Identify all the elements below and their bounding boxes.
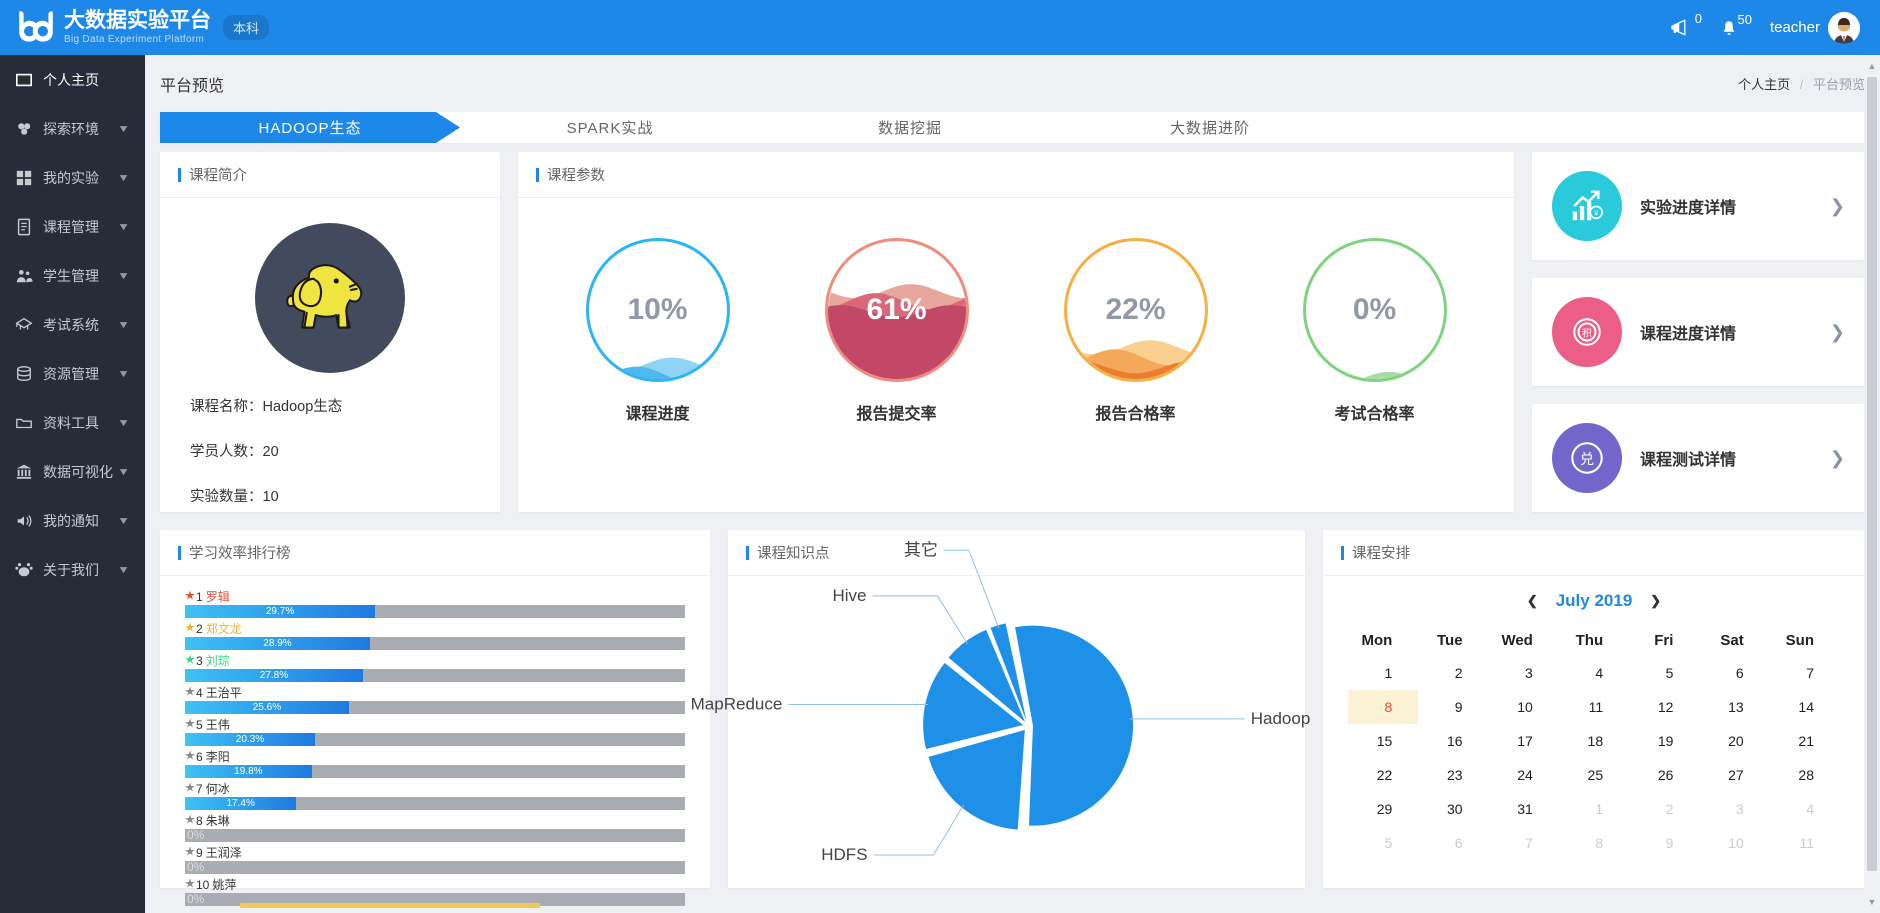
svg-text:其它: 其它	[904, 540, 938, 559]
svg-text:¥: ¥	[1594, 209, 1598, 217]
svg-text:兑: 兑	[1580, 451, 1594, 468]
svg-text:积: 积	[1582, 327, 1592, 339]
svg-text:MapReduce: MapReduce	[691, 694, 783, 713]
svg-text:Hadoop: Hadoop	[1251, 709, 1311, 728]
svg-text:HDFS: HDFS	[821, 845, 867, 864]
svg-text:Hive: Hive	[832, 586, 866, 605]
